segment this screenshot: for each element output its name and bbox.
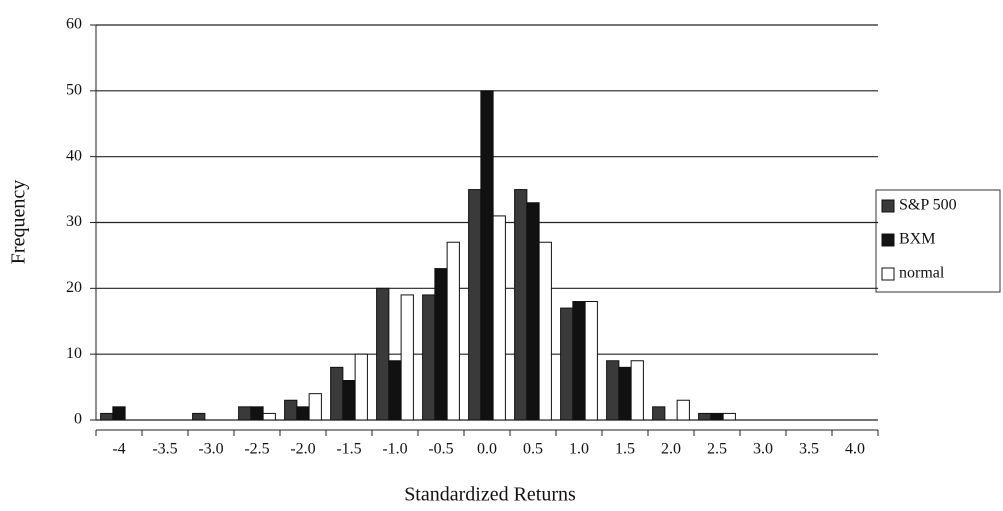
bar [630,360,644,421]
bar [354,353,368,421]
bar [262,412,276,421]
bar [526,202,540,421]
x-tick-label: -3.5 [152,441,177,458]
bar [342,380,356,421]
x-tick-label: 2.5 [707,441,727,458]
bar [480,90,494,421]
bar [308,393,322,421]
x-tick-label: -0.5 [428,441,453,458]
legend-swatch [881,267,895,281]
x-tick-label: 1.5 [615,441,635,458]
bar [676,399,690,421]
bar [388,360,402,421]
y-axis-title: Frequency [8,180,30,264]
bar [618,366,632,421]
bar [698,412,712,421]
x-tick-label: 4.0 [845,441,865,458]
x-tick-label: -3.0 [198,441,223,458]
bar [538,241,552,421]
bar [492,215,506,421]
bar [238,406,252,421]
x-tick-label: -1.0 [382,441,407,458]
bar [100,412,114,421]
bar [446,241,460,421]
bar [192,412,206,421]
legend-label: S&P 500 [899,197,957,214]
x-axis-title: Standardized Returns [404,484,576,506]
bar [722,412,736,421]
y-tick-label: 0 [74,411,82,428]
legend-label: normal [899,265,945,282]
bar [284,399,298,421]
x-tick-label: 3.0 [753,441,773,458]
x-tick-label: -4 [112,441,125,458]
y-tick-label: 30 [66,213,82,230]
bar [400,294,414,421]
bar [652,406,666,421]
legend-swatch [881,199,895,213]
y-tick-label: 60 [66,16,82,33]
x-tick-label: 3.5 [799,441,819,458]
y-tick-label: 50 [66,82,82,99]
y-tick-label: 40 [66,147,82,164]
bar [710,412,724,421]
x-tick-label: 0.5 [523,441,543,458]
bar [468,189,482,421]
legend-box [875,189,1001,293]
bar [422,294,436,421]
y-tick-label: 20 [66,279,82,296]
x-tick-label: 1.0 [569,441,589,458]
x-tick-label: 2.0 [661,441,681,458]
bar [572,301,586,421]
bar [112,406,126,421]
bar [376,287,390,421]
bar [584,301,598,421]
bar [330,366,344,421]
x-tick-label: -2.5 [244,441,269,458]
bar [514,189,528,421]
bar [560,307,574,421]
bar [296,406,310,421]
bar [250,406,264,421]
bar [434,268,448,421]
y-tick-label: 10 [66,345,82,362]
legend-swatch [881,233,895,247]
x-tick-label: -1.5 [336,441,361,458]
x-tick-label: 0.0 [477,441,497,458]
x-tick-label: -2.0 [290,441,315,458]
legend-label: BXM [899,231,935,248]
bar [606,360,620,421]
